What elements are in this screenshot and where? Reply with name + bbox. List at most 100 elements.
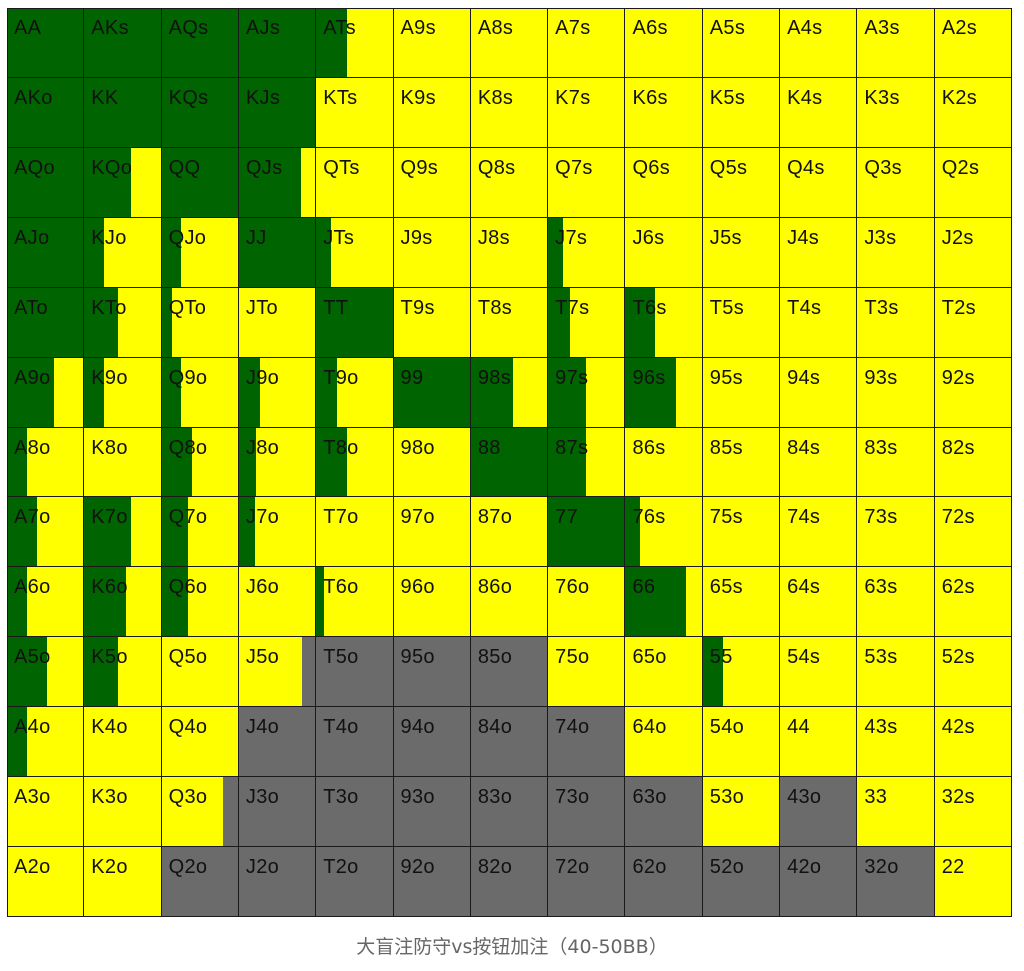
hand-label: QJs — [245, 156, 283, 179]
hand-cell: J9s — [393, 217, 471, 288]
hand-cell: 92s — [934, 357, 1012, 428]
green-fraction-bar — [625, 497, 640, 567]
hand-cell: 64o — [625, 707, 703, 778]
hand-label: T2o — [323, 856, 359, 879]
hand-cell: Q7s — [548, 147, 626, 218]
hand-cell: K5o — [84, 637, 162, 708]
hand-cell: A9s — [393, 8, 471, 78]
hand-cell: 52o — [702, 847, 781, 917]
hand-cell: Q4o — [161, 707, 239, 778]
hand-cell: 84o — [470, 707, 549, 778]
hand-cell: K7s — [548, 77, 626, 148]
hand-label: A8o — [14, 436, 51, 459]
hand-cell: 97s — [548, 357, 626, 428]
hand-cell: Q8o — [161, 427, 239, 498]
hand-cell: 33 — [857, 777, 935, 848]
hand-cell: 73s — [857, 497, 935, 568]
hand-range-grid: AA AKs AQs AJs ATs A9s A8s A7s A6s A5s A4s A3s A2s AK… — [7, 8, 1012, 917]
hand-label: A8s — [477, 17, 514, 39]
hand-cell: K2o — [84, 847, 162, 917]
hand-cell: 84s — [780, 427, 858, 498]
green-fraction-bar — [238, 217, 316, 287]
chart-caption: 大盲注防守vs按钮加注（40-50BB） — [356, 936, 668, 958]
hand-label: A2s — [941, 17, 978, 39]
hand-cell: J3s — [857, 217, 935, 288]
green-fraction-bar — [7, 217, 84, 287]
hand-label: K7s — [555, 86, 591, 109]
hand-label: QJo — [168, 226, 207, 249]
hand-cell: AQs — [161, 8, 239, 78]
hand-cell: 82o — [470, 847, 549, 917]
hand-cell: Q2o — [161, 847, 239, 917]
green-fraction-bar — [625, 357, 676, 427]
hand-label: J5s — [709, 226, 742, 249]
green-fraction-bar — [84, 357, 105, 427]
hand-cell: AKo — [7, 77, 85, 148]
green-fraction-bar — [316, 287, 393, 357]
hand-cell: T2o — [316, 847, 394, 917]
hand-cell: 86o — [470, 567, 549, 638]
hand-cell: 76s — [625, 497, 703, 568]
hand-cell: Q9o — [161, 357, 239, 428]
hand-label: 86s — [632, 436, 666, 459]
hand-label: JTo — [245, 296, 278, 319]
hand-label: KQo — [91, 156, 133, 179]
hand-cell: 95s — [702, 357, 781, 428]
hand-cell: 74s — [780, 497, 858, 568]
green-fraction-bar — [316, 357, 337, 427]
hand-label: K5o — [91, 646, 128, 669]
green-fraction-bar — [470, 427, 548, 497]
hand-cell: J6s — [625, 217, 703, 288]
hand-cell: A7o — [7, 497, 85, 568]
gray-fraction-bar — [857, 847, 934, 916]
green-fraction-bar — [548, 497, 625, 567]
hand-cell: T3s — [857, 287, 935, 358]
hand-cell: K3o — [84, 777, 162, 848]
hand-cell: J4o — [238, 707, 317, 778]
hand-cell: K7o — [84, 497, 162, 568]
hand-label: 74o — [555, 716, 590, 739]
hand-label: JJ — [245, 226, 267, 249]
hand-label: K3s — [864, 86, 900, 109]
gray-fraction-bar — [548, 847, 625, 916]
hand-label: 73o — [555, 786, 590, 809]
hand-cell: T2s — [934, 287, 1012, 358]
hand-cell: Q5o — [161, 637, 239, 708]
hand-label: A6s — [632, 17, 668, 39]
gray-fraction-bar — [316, 847, 393, 916]
hand-label: 84s — [787, 436, 821, 459]
hand-label: Q4s — [787, 156, 825, 179]
hand-label: J9s — [400, 226, 433, 249]
hand-label: AKo — [14, 86, 53, 109]
hand-cell: A2o — [7, 847, 85, 917]
hand-cell: T7s — [548, 287, 626, 358]
hand-cell: JTo — [238, 287, 317, 358]
green-fraction-bar — [84, 637, 118, 707]
hand-label: T9o — [323, 366, 359, 389]
hand-label: A7s — [555, 17, 591, 39]
hand-label: A4s — [787, 17, 823, 39]
hand-label: T7s — [555, 296, 590, 319]
hand-label: J3o — [245, 786, 280, 809]
hand-cell: T6s — [625, 287, 703, 358]
hand-label: AKs — [91, 17, 129, 39]
green-fraction-bar — [238, 147, 302, 217]
hand-label: 82o — [477, 856, 513, 879]
gray-fraction-bar — [702, 847, 780, 916]
hand-cell: 86s — [625, 427, 703, 498]
hand-label: QTo — [168, 296, 207, 319]
hand-label: AJo — [14, 226, 50, 249]
hand-label: 83o — [477, 786, 513, 809]
hand-label: T8o — [323, 436, 359, 459]
hand-cell: 87o — [470, 497, 549, 568]
hand-label: T4s — [787, 296, 822, 319]
hand-cell: 98s — [470, 357, 549, 428]
hand-label: 65o — [632, 646, 667, 669]
hand-cell: ATo — [7, 287, 85, 358]
hand-cell: 53s — [857, 637, 935, 708]
green-fraction-bar — [316, 427, 347, 497]
hand-label: K2s — [941, 86, 978, 109]
hand-cell: AQo — [7, 147, 85, 218]
hand-cell: A9o — [7, 357, 85, 428]
green-fraction-bar — [84, 77, 161, 147]
